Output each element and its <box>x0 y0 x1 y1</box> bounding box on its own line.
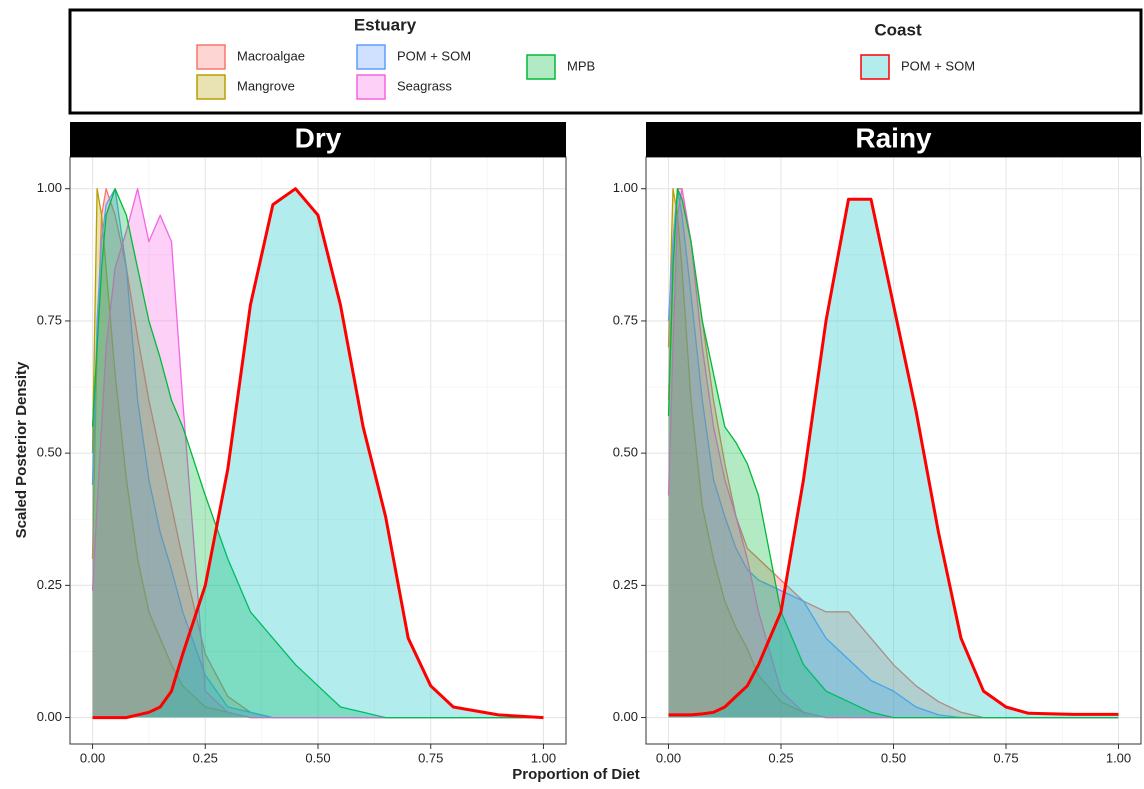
legend-swatch <box>356 44 386 70</box>
x-tick-label: 0.25 <box>768 750 793 765</box>
density-fill <box>92 188 544 718</box>
x-tick-label: 0.50 <box>881 750 906 765</box>
y-tick-label: 0.75 <box>613 312 638 327</box>
legend-swatch <box>860 54 890 80</box>
x-tick-label: 1.00 <box>1106 750 1131 765</box>
legend-group-title: Estuary <box>354 15 417 34</box>
density-fill <box>668 188 1119 718</box>
legend-label: POM + SOM <box>901 58 975 73</box>
x-tick-label: 0.00 <box>80 750 105 765</box>
y-tick-label: 0.50 <box>37 445 62 460</box>
legend-swatch <box>356 74 386 100</box>
y-tick-label: 0.25 <box>613 577 638 592</box>
legend-label: Macroalgae <box>237 48 305 63</box>
x-tick-label: 0.25 <box>193 750 218 765</box>
density-fill <box>668 188 1119 718</box>
x-tick-label: 0.75 <box>993 750 1018 765</box>
y-tick-label: 0.00 <box>613 709 638 724</box>
x-tick-label: 0.75 <box>418 750 443 765</box>
legend-label: Mangrove <box>237 78 295 93</box>
density-line <box>667 188 1119 719</box>
legend-swatch <box>196 74 226 100</box>
density-fill <box>668 188 1119 718</box>
density-fill <box>668 188 1119 718</box>
y-tick-label: 0.25 <box>37 577 62 592</box>
y-tick-label: 1.00 <box>613 180 638 195</box>
x-tick-label: 0.50 <box>305 750 330 765</box>
density-line <box>92 187 544 720</box>
y-tick-label: 0.75 <box>37 312 62 327</box>
density-fill <box>92 188 544 718</box>
legend-swatch <box>196 44 226 70</box>
x-axis-label: Proportion of Diet <box>512 766 640 783</box>
density-line <box>668 197 1119 717</box>
density-fill <box>92 188 544 718</box>
strip-title: Dry <box>295 122 342 153</box>
x-tick-label: 1.00 <box>531 750 556 765</box>
y-axis-label: Scaled Posterior Density <box>13 361 30 538</box>
strip <box>70 122 566 157</box>
legend-group-title: Coast <box>874 20 922 39</box>
strip <box>646 122 1141 157</box>
density-fill <box>92 188 544 718</box>
y-tick-label: 1.00 <box>37 180 62 195</box>
density-fill <box>92 188 544 718</box>
density-fill <box>668 188 1119 718</box>
strip-title: Rainy <box>855 122 932 153</box>
y-tick-label: 0.50 <box>613 445 638 460</box>
legend-label: POM + SOM <box>397 48 471 63</box>
density-line <box>91 188 544 719</box>
legend-swatch <box>526 54 556 80</box>
x-tick-label: 0.00 <box>656 750 681 765</box>
legend-label: Seagrass <box>397 78 452 93</box>
y-tick-label: 0.00 <box>37 709 62 724</box>
legend-box <box>68 8 1143 115</box>
legend-label: MPB <box>567 58 595 73</box>
density-fill <box>668 199 1119 718</box>
